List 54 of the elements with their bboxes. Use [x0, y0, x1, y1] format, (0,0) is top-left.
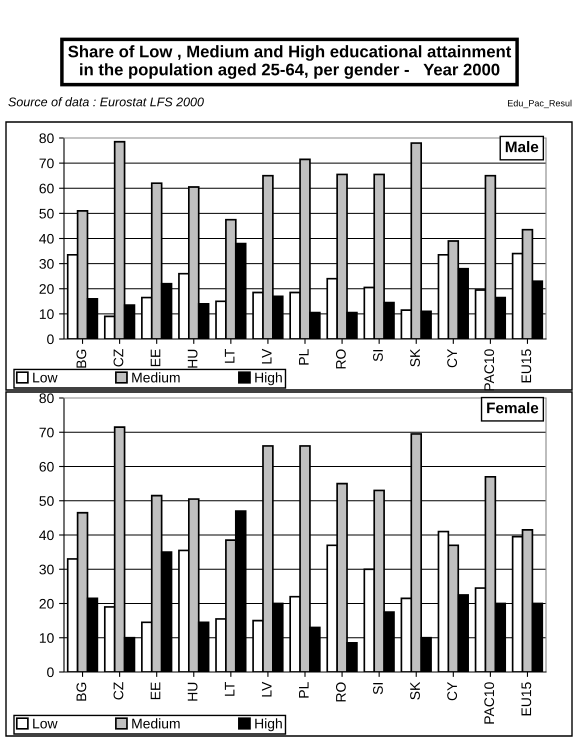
legend-label: Low	[33, 372, 58, 382]
y-tick-label: 60	[40, 184, 54, 194]
y-tick-label: 30	[39, 564, 54, 574]
x-tick-label: EU15	[522, 349, 532, 382]
x-tick-label: SI	[373, 350, 383, 362]
chart-title: Female	[487, 402, 538, 414]
y-tick-label: 30	[39, 258, 54, 269]
legend-label: High	[255, 372, 282, 386]
x-tick-label: CY	[447, 349, 458, 368]
x-tick-label: CY	[447, 682, 458, 700]
x-tick-label: BG	[76, 350, 86, 368]
y-tick-label: 70	[40, 428, 54, 438]
legend-label: High	[255, 718, 282, 732]
y-tick-label: 50	[39, 208, 54, 219]
x-tick-label: PL	[299, 349, 309, 365]
legend-label: Low	[33, 718, 58, 728]
text: Share of Low , Medium and High educational attainment in the population aged 25-64, per gender - Year 2000	[68, 45, 512, 79]
y-tick-label: 0	[47, 334, 54, 344]
legend-label: Medium	[132, 372, 180, 382]
x-tick-label: LV	[262, 348, 272, 364]
y-tick-label: 20	[40, 284, 54, 294]
y-tick-label: 20	[40, 598, 54, 609]
x-tick-label: SK	[410, 682, 420, 700]
x-tick-label: RO	[336, 349, 346, 368]
y-tick-label: 70	[40, 158, 54, 168]
x-tick-label: EE	[150, 682, 160, 700]
x-tick-label: LT	[224, 682, 234, 696]
x-tick-label: CZ	[114, 682, 124, 700]
y-tick-label: 40	[39, 234, 54, 244]
x-tick-label: RO	[336, 682, 346, 702]
x-tick-label: LV	[262, 682, 272, 697]
x-tick-label: PL	[299, 682, 309, 698]
x-tick-label: SI	[373, 683, 383, 694]
y-tick-label: 60	[40, 462, 54, 472]
y-tick-label: 80	[39, 393, 54, 404]
y-tick-label: 80	[39, 133, 54, 144]
x-tick-label: LT	[224, 349, 234, 363]
x-tick-label: PAC10	[484, 682, 494, 724]
x-tick-label: BG	[76, 682, 86, 701]
y-tick-label: 40	[39, 530, 54, 540]
x-tick-label: SK	[410, 348, 420, 367]
x-tick-label: HU	[188, 350, 198, 368]
legend-label: Medium	[132, 718, 180, 728]
x-tick-label: HU	[188, 682, 198, 701]
x-tick-label: EE	[150, 349, 160, 366]
chart-title: Male	[506, 141, 538, 152]
x-tick-label: CZ	[114, 349, 124, 367]
y-tick-label: 50	[39, 496, 54, 506]
text: Edu_Pac_Resul	[508, 100, 572, 108]
x-tick-label: EU15	[522, 682, 532, 716]
y-tick-label: 10	[40, 633, 54, 643]
source-note: Source of data : Eurostat LFS 2000	[8, 97, 204, 106]
y-tick-label: 0	[47, 667, 54, 678]
y-tick-label: 10	[40, 309, 54, 320]
